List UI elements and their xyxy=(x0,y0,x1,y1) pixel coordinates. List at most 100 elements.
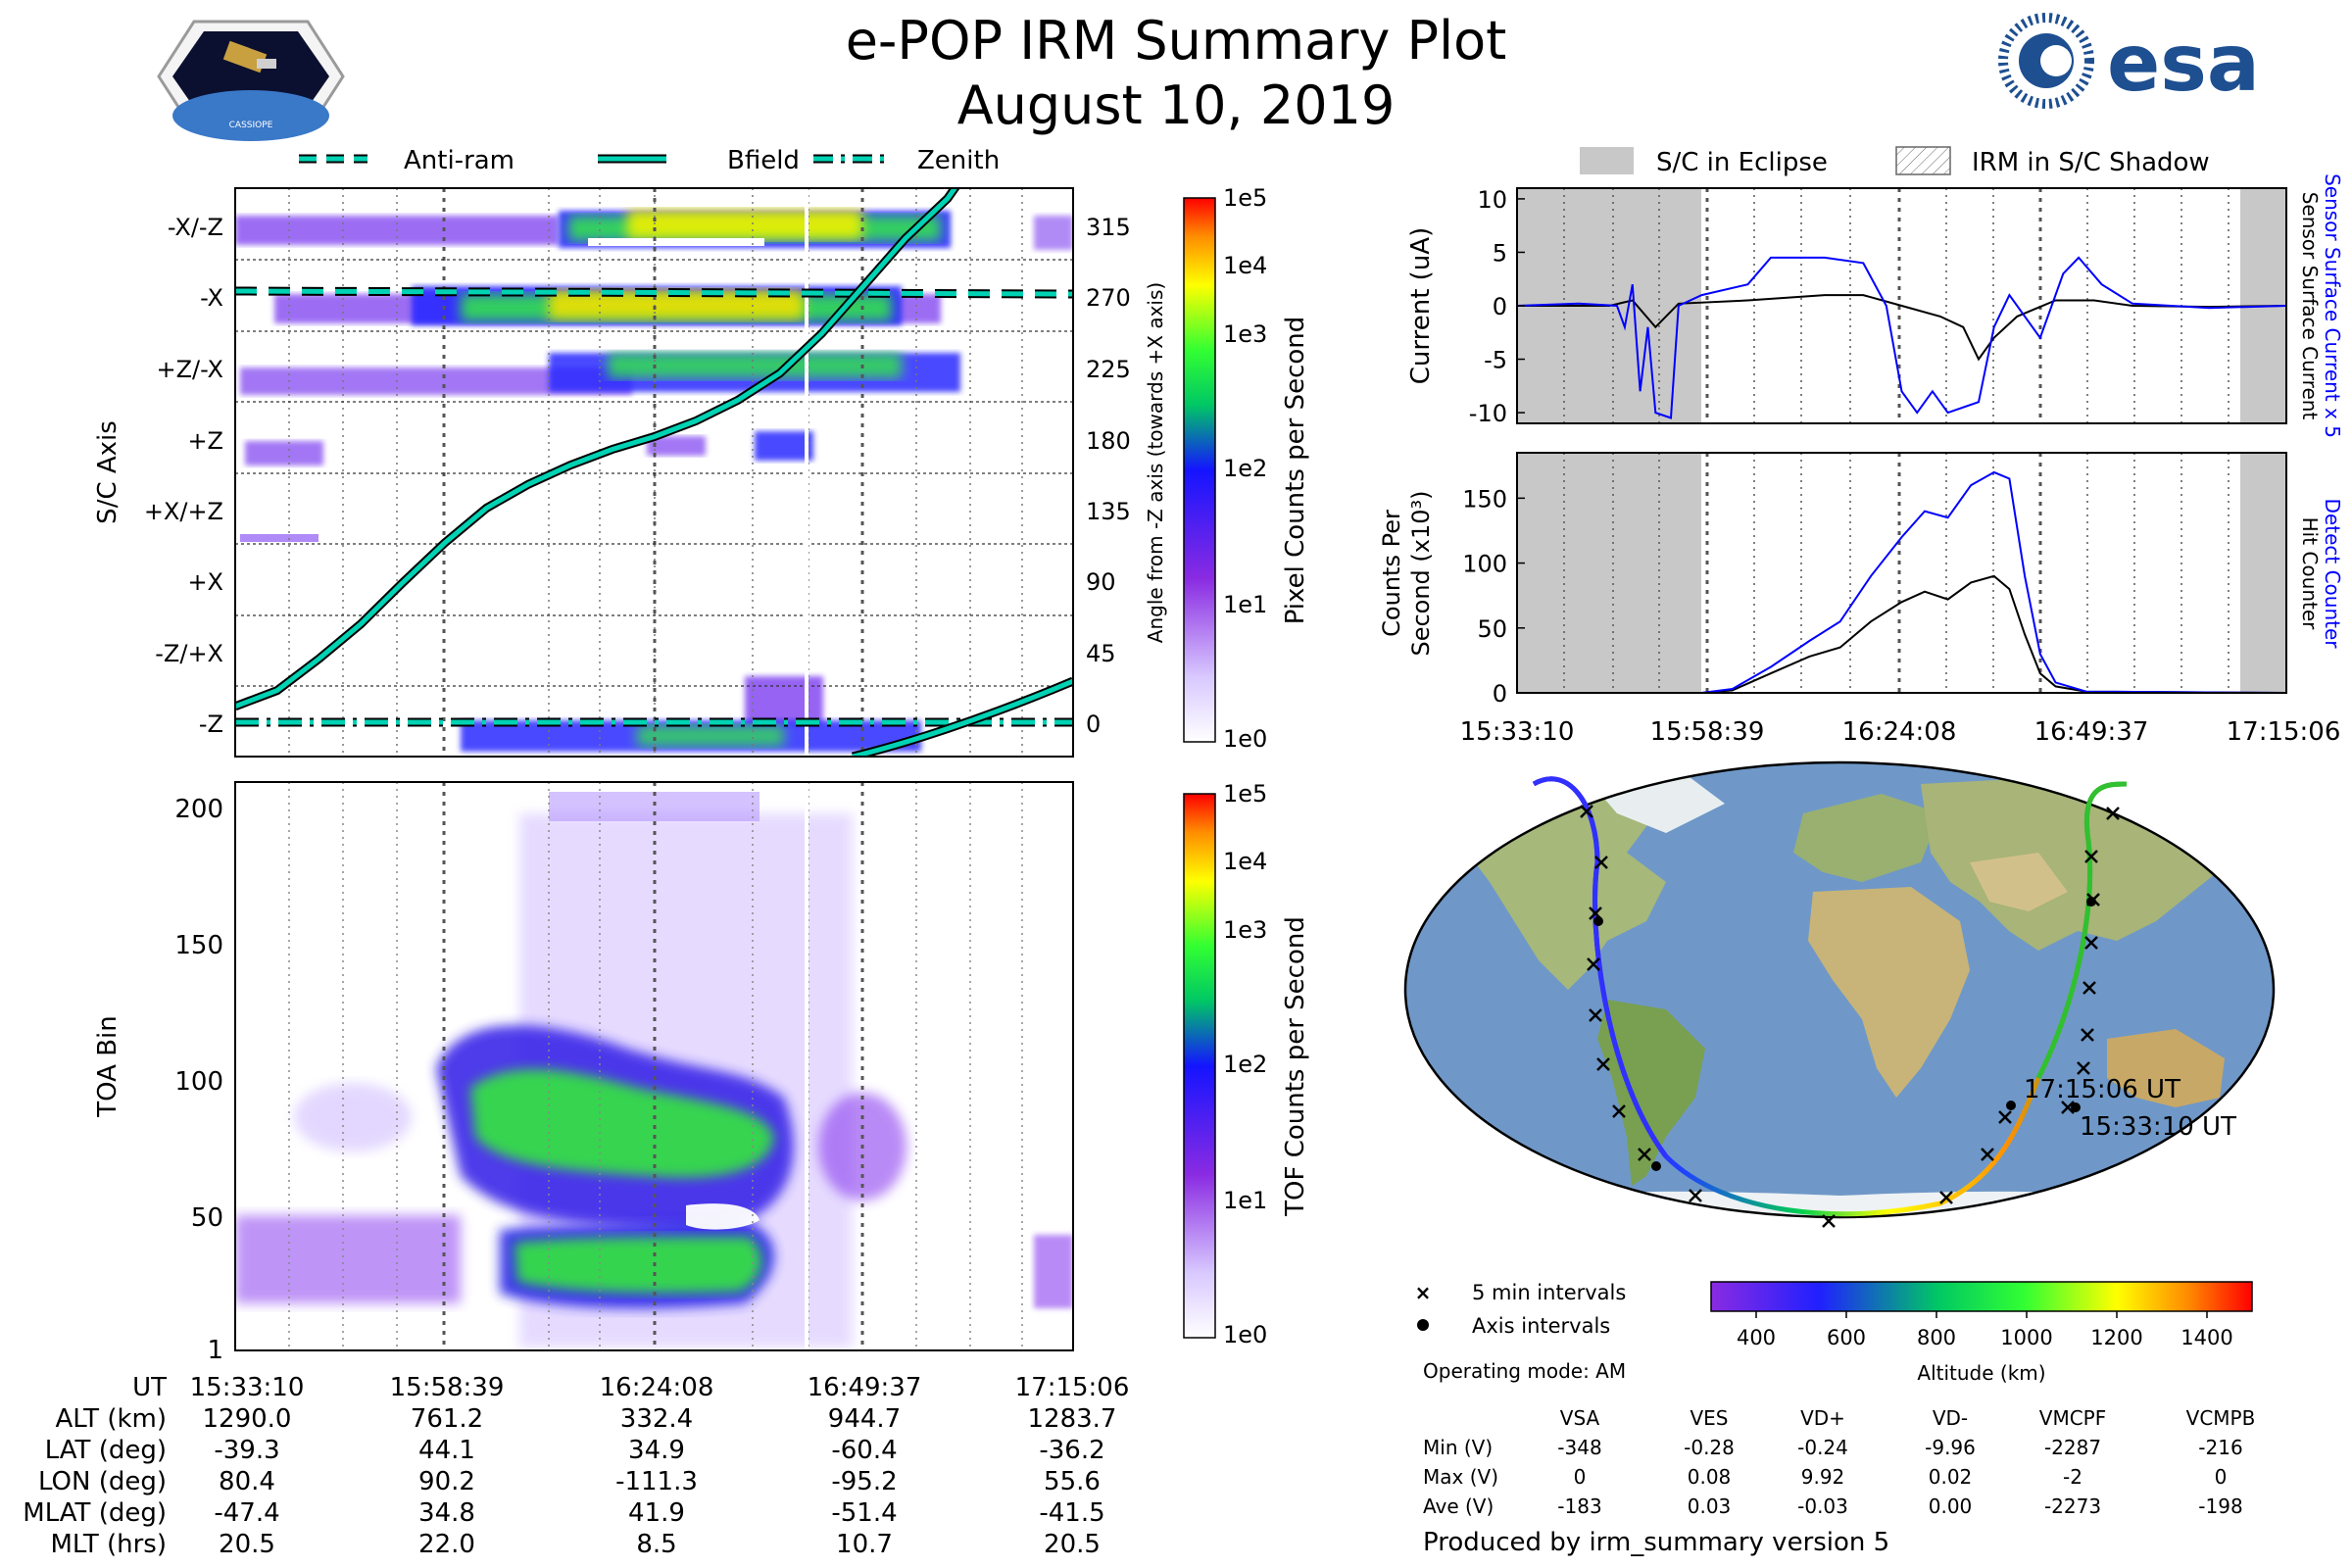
counts-yticks-label-0: 150 xyxy=(1462,485,1507,513)
voltage-header-4: VMCPF xyxy=(2039,1406,2106,1430)
counts-xtick-4: 17:15:06 xyxy=(2227,717,2341,747)
sc-axis-panel: -X/-Z -X +Z/-X +Z +X/+Z +X -Z/+X -Z S/C … xyxy=(93,184,1310,758)
orbit-row-label-4: MLAT (deg) xyxy=(23,1498,167,1528)
australia xyxy=(2107,1029,2225,1107)
legend-bfield-label: Bfield xyxy=(727,146,800,175)
mission-logo: CASSIOPE xyxy=(157,20,345,141)
alt-tick-label-5: 1400 xyxy=(2180,1326,2232,1349)
mission-logo-text: CASSIOPE xyxy=(229,121,273,130)
orbit-row-label-3: LON (deg) xyxy=(38,1467,167,1496)
page-title: e-POP IRM Summary Plot xyxy=(846,10,1507,72)
orbit-cell-3-2: -111.3 xyxy=(615,1467,698,1496)
orbit-cell-2-0: -39.3 xyxy=(214,1436,279,1465)
sc-axis-band-separators xyxy=(235,259,1073,687)
tof-cbar-tick-1e1: 1e1 xyxy=(1223,1187,1267,1214)
voltage-cell-1-1: 0.08 xyxy=(1688,1465,1732,1489)
counts-yticks: 150 100 50 0 xyxy=(1462,485,1525,708)
current-yticks-label-4: -10 xyxy=(1469,400,1507,427)
current-panel: 10 5 0 -5 -10 Current (uA) Sensor Surface Cu… xyxy=(1406,173,2344,438)
alt-tick-label-0: 400 xyxy=(1737,1326,1776,1349)
tof-colorbar-ticks: 1e5 1e4 1e3 1e2 1e1 1e0 xyxy=(1223,780,1267,1348)
ytick-x-plus: +X xyxy=(187,568,223,596)
ytick-z-plus-x-minus: +Z/-X xyxy=(156,356,223,383)
counts-right-label-black: Hit Counter xyxy=(2298,517,2322,630)
toa-yticks: 200 150 100 50 1 xyxy=(174,795,223,1365)
current-yticks-label-0: 10 xyxy=(1477,186,1507,214)
tof-colorbar xyxy=(1183,793,1216,1339)
page-date: August 10, 2019 xyxy=(957,74,1396,136)
legend-antiram: Anti-ram xyxy=(299,146,514,175)
sc-axis-yticks: -X/-Z -X +Z/-X +Z +X/+Z +X -Z/+X -Z xyxy=(144,214,223,738)
orbit-cell-5-4: 20.5 xyxy=(1044,1530,1101,1559)
orbit-cell-5-0: 20.5 xyxy=(219,1530,275,1559)
voltage-cell-2-0: -183 xyxy=(1557,1494,1601,1518)
current-series-blue xyxy=(1516,256,2287,419)
map-end-label: 17:15:06 UT xyxy=(2024,1075,2180,1104)
pixel-colorbar-label: Pixel Counts per Second xyxy=(1281,317,1310,625)
ytick-x-minus: -X xyxy=(200,284,223,312)
voltage-cell-1-3: 0.02 xyxy=(1929,1465,1973,1489)
orbit-cell-0-1: 15:58:39 xyxy=(390,1373,505,1402)
pixel-cbar-tick-1e0: 1e0 xyxy=(1223,725,1267,753)
legend-shadow-label: IRM in S/C Shadow xyxy=(1972,148,2210,177)
sc-axis-major-time-grid xyxy=(442,188,864,757)
voltage-cell-2-5: -198 xyxy=(2198,1494,2242,1518)
orbit-cell-3-1: 90.2 xyxy=(418,1467,475,1496)
alt-tick-label-3: 1000 xyxy=(2000,1326,2052,1349)
voltage-cell-0-5: -216 xyxy=(2198,1436,2242,1459)
voltage-cell-2-3: 0.00 xyxy=(1929,1494,1973,1518)
sc-axis-right-ylabel: Angle from -Z axis (towards +X axis) xyxy=(1144,282,1167,643)
footer-produced-by: Produced by irm_summary version 5 xyxy=(1423,1528,1889,1557)
toa-ytick-150: 150 xyxy=(174,931,223,960)
agency-logo-text: esa xyxy=(2107,18,2260,109)
ytick-z-minus-x-plus: -Z/+X xyxy=(155,640,223,667)
counts-series-black xyxy=(1517,574,2287,694)
pixel-cbar-tick-1e3: 1e3 xyxy=(1223,320,1267,348)
voltage-cell-2-1: 0.03 xyxy=(1688,1494,1732,1518)
legend-eclipse-swatch xyxy=(1580,147,1634,174)
operating-mode: Operating mode: AM xyxy=(1423,1359,1626,1383)
tof-cbar-tick-1e5: 1e5 xyxy=(1223,780,1267,808)
toa-ytick-1: 1 xyxy=(207,1336,223,1365)
map-legend: × 5 min intervals Axis intervals Operati… xyxy=(1415,1281,1627,1383)
sc-axis-frame xyxy=(234,187,1074,758)
tof-cbar-tick-1e0: 1e0 xyxy=(1223,1321,1267,1348)
voltage-cell-2-2: -0.03 xyxy=(1797,1494,1848,1518)
current-yticks-label-2: 0 xyxy=(1493,293,1507,320)
top-legend: Anti-ram Bfield Zenith xyxy=(299,146,1000,175)
orbit-row-label-0: UT xyxy=(132,1373,167,1402)
orbit-cell-1-1: 761.2 xyxy=(411,1404,483,1434)
toa-ylabel: TOA Bin xyxy=(93,1015,122,1117)
orbit-cell-1-4: 1283.7 xyxy=(1028,1404,1117,1434)
current-yticks: 10 5 0 -5 -10 xyxy=(1469,186,1525,427)
legend-bfield: Bfield xyxy=(598,146,800,175)
voltage-header-2: VD+ xyxy=(1800,1406,1845,1430)
counts-xtick-2: 16:24:08 xyxy=(1842,717,1957,747)
altitude-colorbar-bar xyxy=(1710,1281,2253,1312)
current-right-label-blue: Sensor Surface Current x 5 xyxy=(2321,173,2344,438)
orbit-cell-3-4: 55.6 xyxy=(1044,1467,1101,1496)
current-series-black xyxy=(1517,294,2287,362)
counts-grid xyxy=(1563,453,2230,693)
voltage-row-label-1: Max (V) xyxy=(1423,1465,1498,1489)
orbit-cell-0-4: 17:15:06 xyxy=(1015,1373,1130,1402)
counts-xtick-3: 16:49:37 xyxy=(2034,717,2149,747)
sc-axis-right-yticks: 315 270 225 180 135 90 45 0 xyxy=(1086,214,1131,738)
legend-dot-marker-icon xyxy=(1417,1319,1429,1331)
voltage-cell-2-4: -2273 xyxy=(2044,1494,2101,1518)
bfield-line xyxy=(235,188,958,710)
voltage-cell-0-4: -2287 xyxy=(2044,1436,2101,1459)
orbit-cell-1-2: 332.4 xyxy=(620,1404,693,1434)
angle-tick-90: 90 xyxy=(1086,568,1116,596)
angle-tick-225: 225 xyxy=(1086,356,1131,383)
ytick-x-minus-z-minus: -X/-Z xyxy=(168,214,223,241)
tof-cbar-tick-1e3: 1e3 xyxy=(1223,916,1267,944)
voltage-cell-0-1: -0.28 xyxy=(1684,1436,1735,1459)
south-america xyxy=(1597,1000,1705,1186)
bfield-line-wrap xyxy=(852,678,1073,757)
counts-yticks-label-3: 0 xyxy=(1493,680,1507,708)
orbit-cell-5-1: 22.0 xyxy=(418,1530,475,1559)
orbit-cell-0-0: 15:33:10 xyxy=(190,1373,305,1402)
legend-5min-label: 5 min intervals xyxy=(1472,1281,1626,1304)
